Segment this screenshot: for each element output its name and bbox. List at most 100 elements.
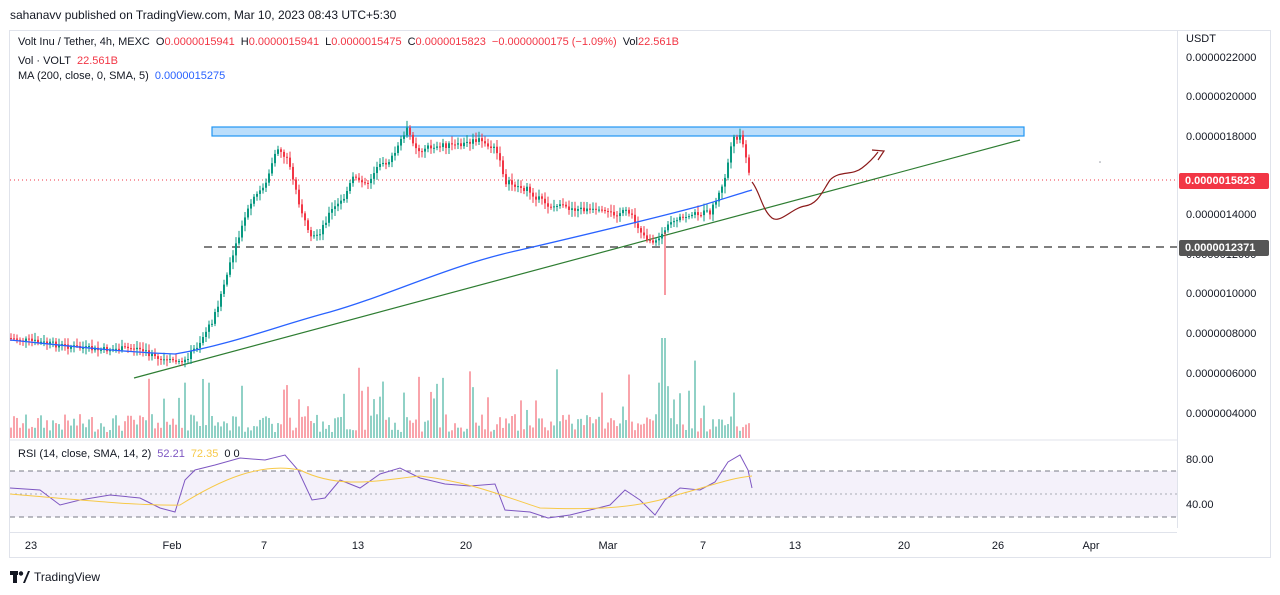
- candle-body: [217, 306, 219, 313]
- volume-bar: [358, 367, 360, 438]
- candle-body: [745, 144, 747, 158]
- rsi-label[interactable]: RSI (14, close, SMA, 14, 2): [18, 448, 152, 460]
- volume-bar: [748, 423, 750, 438]
- candle-body: [688, 216, 690, 218]
- footer-brand-label: TradingView: [34, 570, 101, 584]
- candle-body: [319, 234, 321, 236]
- candle-body: [556, 206, 558, 208]
- volume-bar: [505, 418, 507, 438]
- volume-bar: [346, 429, 348, 438]
- candle-body: [463, 142, 465, 147]
- volume-label[interactable]: Vol · VOLT: [18, 55, 71, 67]
- volume-bar: [427, 420, 429, 438]
- candle-body: [130, 348, 132, 350]
- volume-bar: [598, 416, 600, 438]
- symbol-legend[interactable]: Volt Inu / Tether, 4h, MEXC O0.0000015941…: [18, 36, 685, 48]
- time-label: 26: [991, 540, 1005, 552]
- volume-bar: [25, 414, 27, 438]
- volume-bar: [112, 418, 114, 438]
- candle-body: [235, 243, 237, 256]
- volume-legend[interactable]: Vol · VOLT 22.561B: [18, 55, 124, 67]
- candle-body: [628, 209, 630, 214]
- candle-body: [715, 201, 717, 205]
- candle-body: [64, 344, 66, 346]
- volume-bar: [385, 419, 387, 438]
- volume-bar: [178, 397, 180, 438]
- volume-bar: [472, 387, 474, 438]
- footer-brand[interactable]: TradingView: [10, 570, 100, 584]
- candle-body: [709, 210, 711, 215]
- publisher-text: sahanavv published on TradingView.com, M…: [10, 8, 397, 22]
- candle-body: [412, 134, 414, 144]
- candle-body: [100, 349, 102, 351]
- current-price-tag: 0.0000015823: [1179, 173, 1269, 189]
- volume-bar: [682, 424, 684, 438]
- volume-bar: [424, 421, 426, 438]
- price-tick: 0.0000008000: [1186, 328, 1257, 340]
- volume-bar: [586, 415, 588, 438]
- rsi-legend[interactable]: RSI (14, close, SMA, 14, 2) 52.21 72.35 0 0: [18, 448, 246, 460]
- candle-body: [160, 358, 162, 360]
- volume-bar: [403, 392, 405, 438]
- ma-label[interactable]: MA (200, close, 0, SMA, 5): [18, 70, 149, 82]
- candle-body: [589, 208, 591, 210]
- candle-body: [193, 348, 195, 351]
- candle-body: [694, 212, 696, 215]
- candle-body: [244, 217, 246, 226]
- candle-body: [109, 350, 111, 352]
- candle-body: [349, 183, 351, 192]
- candle-body: [739, 135, 741, 140]
- volume-bar: [448, 431, 450, 438]
- candle-body: [325, 222, 327, 225]
- price-axis[interactable]: [1177, 30, 1272, 528]
- time-axis[interactable]: [9, 532, 1177, 559]
- candle-body: [487, 143, 489, 147]
- resistance-zone: [211, 126, 1025, 137]
- low-value: 0.0000015475: [331, 36, 402, 48]
- volume-bar: [298, 399, 300, 438]
- volume-bar: [91, 417, 93, 438]
- volume-bar: [409, 420, 411, 438]
- candle-body: [61, 344, 63, 346]
- volume-bar: [256, 426, 258, 438]
- volume-bar: [460, 427, 462, 438]
- candle-body: [343, 198, 345, 201]
- volume-bar: [61, 429, 63, 438]
- candle-body: [397, 145, 399, 153]
- volume-bar: [673, 399, 675, 438]
- candle-body: [637, 223, 639, 229]
- ma-legend[interactable]: MA (200, close, 0, SMA, 5) 0.0000015275: [18, 70, 231, 82]
- volume-bar: [451, 430, 453, 438]
- volume-bar: [685, 429, 687, 438]
- candle-body: [439, 146, 441, 148]
- volume-bar: [166, 421, 168, 438]
- volume-bar: [211, 416, 213, 438]
- volume-bar: [670, 418, 672, 438]
- volume-bar: [310, 421, 312, 438]
- candle-body: [265, 182, 267, 188]
- candle-body: [286, 156, 288, 158]
- volume-bar: [721, 419, 723, 438]
- candle-body: [481, 138, 483, 142]
- volume-bar: [175, 424, 177, 438]
- volume-bar: [745, 424, 747, 438]
- candle-body: [184, 359, 186, 363]
- volume-bar: [739, 430, 741, 438]
- volume-bar: [277, 423, 279, 438]
- volume-bar: [442, 377, 444, 438]
- volume-bar: [574, 429, 576, 438]
- candle-body: [538, 196, 540, 200]
- candle-body: [337, 203, 339, 207]
- candle-body: [169, 358, 171, 360]
- candle-body: [172, 358, 174, 361]
- candle-body: [247, 208, 249, 218]
- volume-bar: [97, 429, 99, 438]
- time-label: 13: [788, 540, 802, 552]
- volume-bar: [418, 376, 420, 438]
- candle-body: [202, 337, 204, 343]
- volume-bar: [532, 427, 534, 438]
- symbol-name[interactable]: Volt Inu / Tether, 4h, MEXC: [18, 36, 150, 48]
- candle-body: [418, 148, 420, 152]
- candle-body: [742, 135, 744, 145]
